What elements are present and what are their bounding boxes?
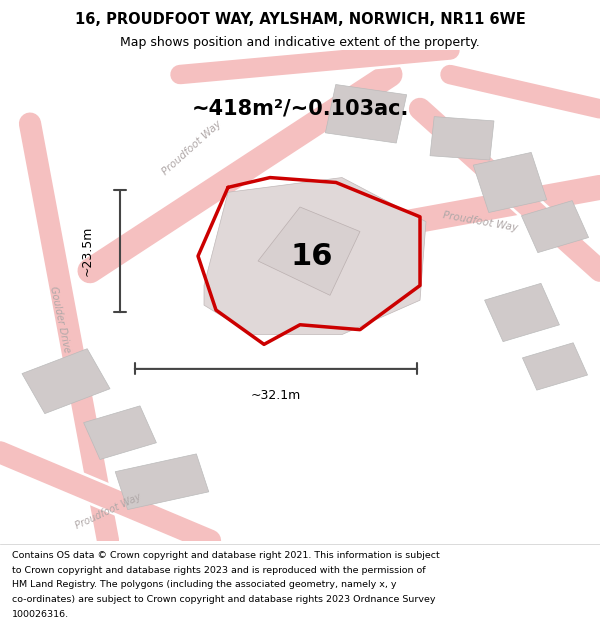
- Text: Proudfoot Way: Proudfoot Way: [160, 119, 224, 178]
- Bar: [473, 152, 547, 213]
- Text: ~418m²/~0.103ac.: ~418m²/~0.103ac.: [191, 99, 409, 119]
- Bar: [22, 349, 110, 414]
- Bar: [523, 342, 587, 390]
- Text: Proudfoot Way: Proudfoot Way: [442, 210, 518, 233]
- Polygon shape: [258, 207, 360, 295]
- Text: ~23.5m: ~23.5m: [80, 226, 94, 276]
- Bar: [521, 201, 589, 252]
- Text: co-ordinates) are subject to Crown copyright and database rights 2023 Ordnance S: co-ordinates) are subject to Crown copyr…: [12, 595, 436, 604]
- Text: ~32.1m: ~32.1m: [251, 389, 301, 402]
- Text: 100026316.: 100026316.: [12, 610, 69, 619]
- Bar: [430, 117, 494, 160]
- Text: Contains OS data © Crown copyright and database right 2021. This information is : Contains OS data © Crown copyright and d…: [12, 551, 440, 560]
- Text: 16, PROUDFOOT WAY, AYLSHAM, NORWICH, NR11 6WE: 16, PROUDFOOT WAY, AYLSHAM, NORWICH, NR1…: [74, 12, 526, 28]
- Bar: [325, 84, 407, 143]
- Bar: [83, 406, 157, 459]
- Polygon shape: [204, 177, 426, 334]
- Bar: [485, 283, 559, 342]
- Text: 16: 16: [291, 241, 333, 271]
- Text: Proudfoot Way: Proudfoot Way: [73, 491, 143, 531]
- Text: to Crown copyright and database rights 2023 and is reproduced with the permissio: to Crown copyright and database rights 2…: [12, 566, 425, 574]
- Text: Goulder Drive: Goulder Drive: [48, 286, 72, 354]
- Text: Map shows position and indicative extent of the property.: Map shows position and indicative extent…: [120, 36, 480, 49]
- Bar: [115, 454, 209, 509]
- Text: HM Land Registry. The polygons (including the associated geometry, namely x, y: HM Land Registry. The polygons (includin…: [12, 580, 397, 589]
